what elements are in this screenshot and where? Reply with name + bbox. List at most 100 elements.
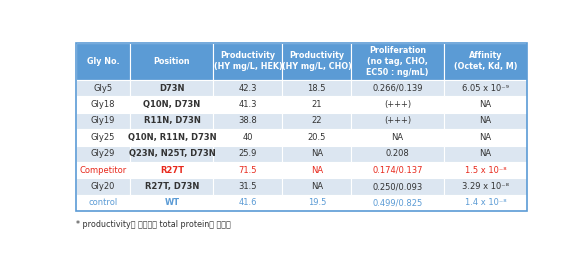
Bar xyxy=(76,178,131,195)
Bar xyxy=(76,162,131,178)
Text: Gly No.: Gly No. xyxy=(87,57,119,66)
Text: NA: NA xyxy=(310,182,323,191)
Bar xyxy=(282,80,351,96)
Bar xyxy=(131,195,213,211)
Bar xyxy=(282,129,351,146)
Bar xyxy=(76,195,131,211)
Bar xyxy=(213,146,282,162)
Text: NA: NA xyxy=(392,133,403,142)
Bar xyxy=(351,43,444,80)
Text: (+++): (+++) xyxy=(384,100,411,109)
Bar xyxy=(282,113,351,129)
Bar xyxy=(131,178,213,195)
Text: 40: 40 xyxy=(243,133,253,142)
Bar xyxy=(282,162,351,178)
Text: 19.5: 19.5 xyxy=(308,198,326,207)
Text: NA: NA xyxy=(479,100,492,109)
Bar xyxy=(444,43,527,80)
Bar xyxy=(444,113,527,129)
Bar xyxy=(76,129,131,146)
Bar xyxy=(131,43,213,80)
Text: R27T: R27T xyxy=(160,166,184,175)
Bar xyxy=(282,178,351,195)
Text: NA: NA xyxy=(310,149,323,158)
Text: NA: NA xyxy=(310,166,323,175)
Bar xyxy=(444,195,527,211)
Bar xyxy=(131,162,213,178)
Text: 42.3: 42.3 xyxy=(239,83,257,93)
Bar xyxy=(351,195,444,211)
Bar xyxy=(444,129,527,146)
Bar xyxy=(213,80,282,96)
Text: Gly29: Gly29 xyxy=(91,149,115,158)
Bar xyxy=(76,80,131,96)
Text: 22: 22 xyxy=(312,116,322,125)
Text: 1.5 x 10⁻⁸: 1.5 x 10⁻⁸ xyxy=(465,166,506,175)
Bar xyxy=(213,96,282,113)
Text: 25.9: 25.9 xyxy=(239,149,257,158)
Text: Affinity
(Octet, Kd, M): Affinity (Octet, Kd, M) xyxy=(453,52,517,71)
Bar xyxy=(351,162,444,178)
Text: 0.174/0.137: 0.174/0.137 xyxy=(372,166,423,175)
Bar xyxy=(351,80,444,96)
Bar xyxy=(351,96,444,113)
Bar xyxy=(76,43,131,80)
Text: 31.5: 31.5 xyxy=(239,182,257,191)
Bar xyxy=(351,146,444,162)
Bar xyxy=(213,162,282,178)
Bar xyxy=(444,162,527,178)
Bar xyxy=(282,43,351,80)
Text: 0.266/0.139: 0.266/0.139 xyxy=(372,83,423,93)
Text: 41.6: 41.6 xyxy=(239,198,257,207)
Bar xyxy=(76,146,131,162)
Text: Gly25: Gly25 xyxy=(91,133,115,142)
Text: Productivity
(HY mg/L, CHO): Productivity (HY mg/L, CHO) xyxy=(282,52,352,71)
Text: 0.499/0.825: 0.499/0.825 xyxy=(372,198,423,207)
Text: Proliferation
(no tag, CHO,
EC50 : ng/mL): Proliferation (no tag, CHO, EC50 : ng/mL… xyxy=(366,46,429,77)
Text: NA: NA xyxy=(479,116,492,125)
Bar xyxy=(131,146,213,162)
Bar xyxy=(282,96,351,113)
Text: 71.5: 71.5 xyxy=(239,166,257,175)
Bar xyxy=(131,113,213,129)
Text: 1.4 x 10⁻⁸: 1.4 x 10⁻⁸ xyxy=(465,198,506,207)
Text: R11N, D73N: R11N, D73N xyxy=(143,116,201,125)
Text: control: control xyxy=(88,198,118,207)
Text: Productivity
(HY mg/L, HEK): Productivity (HY mg/L, HEK) xyxy=(213,52,282,71)
Bar xyxy=(351,129,444,146)
Text: Q10N, D73N: Q10N, D73N xyxy=(143,100,201,109)
Text: 18.5: 18.5 xyxy=(308,83,326,93)
Bar xyxy=(213,195,282,211)
Bar xyxy=(282,146,351,162)
Text: Gly18: Gly18 xyxy=(91,100,115,109)
Text: Q10N, R11N, D73N: Q10N, R11N, D73N xyxy=(128,133,216,142)
Text: 0.208: 0.208 xyxy=(386,149,409,158)
Bar xyxy=(444,80,527,96)
Text: 3.29 x 10⁻⁸: 3.29 x 10⁻⁸ xyxy=(462,182,509,191)
Bar xyxy=(282,195,351,211)
Text: 0.250/0.093: 0.250/0.093 xyxy=(372,182,423,191)
Text: WT: WT xyxy=(165,198,179,207)
Text: Position: Position xyxy=(153,57,191,66)
Bar xyxy=(131,96,213,113)
Text: R27T, D73N: R27T, D73N xyxy=(145,182,199,191)
Bar xyxy=(131,129,213,146)
Text: Competitor: Competitor xyxy=(79,166,126,175)
Bar xyxy=(444,146,527,162)
Bar xyxy=(213,113,282,129)
Bar xyxy=(76,96,131,113)
Text: (+++): (+++) xyxy=(384,116,411,125)
Text: NA: NA xyxy=(479,149,492,158)
Bar xyxy=(444,178,527,195)
Bar xyxy=(351,113,444,129)
Text: NA: NA xyxy=(479,133,492,142)
Text: 41.3: 41.3 xyxy=(239,100,257,109)
Bar xyxy=(213,178,282,195)
Bar xyxy=(213,129,282,146)
Text: Q23N, N25T, D73N: Q23N, N25T, D73N xyxy=(129,149,215,158)
Bar xyxy=(351,178,444,195)
Text: 38.8: 38.8 xyxy=(239,116,258,125)
Text: 20.5: 20.5 xyxy=(308,133,326,142)
Text: 21: 21 xyxy=(312,100,322,109)
Text: Gly5: Gly5 xyxy=(93,83,113,93)
